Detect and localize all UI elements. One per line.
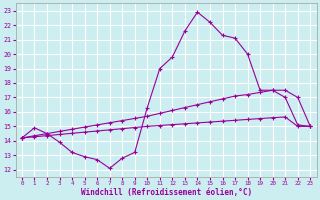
X-axis label: Windchill (Refroidissement éolien,°C): Windchill (Refroidissement éolien,°C) <box>81 188 252 197</box>
